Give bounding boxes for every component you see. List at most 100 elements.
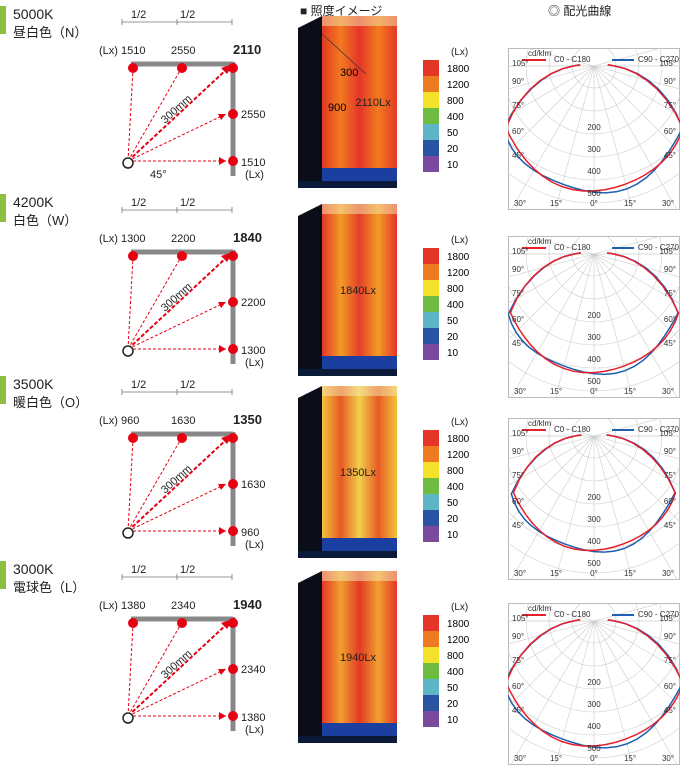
measure-point [228, 711, 238, 721]
polar-angle-left: 105° [512, 429, 529, 438]
illuminance-heatmap: 1940Lx [298, 571, 397, 743]
polar-unit-label: cd/klm [528, 237, 551, 246]
polar-angle-left: 90° [512, 265, 524, 274]
lamp-row: 3000K 電球色（L） 1/2 1/2 (Lx) 1380 2340 1940 [0, 561, 692, 765]
polar-angle-right: 105° [659, 59, 676, 68]
lamp-row: 3500K 暖白色（O） 1/2 1/2 (Lx) 960 1630 1350 [0, 376, 692, 580]
scale-swatch [423, 92, 439, 108]
polar-angle-left: 60° [512, 497, 524, 506]
scale-value: 20 [447, 514, 459, 525]
measure-point [128, 63, 138, 73]
illuminance-diagram: 1/2 1/2 (Lx) 1380 2340 1940 [99, 564, 265, 736]
scale-value: 800 [447, 96, 464, 107]
polar-angle-right: 60° [664, 315, 676, 324]
polar-angle-bottom: 30° [662, 569, 674, 578]
color-scale: (Lx) 1800 1200 800 400 50 20 10 [423, 47, 470, 172]
polar-curve [512, 434, 677, 552]
polar-unit-label: cd/klm [528, 419, 551, 428]
polar-ring-label: 500 [587, 189, 601, 198]
value-top-mid: 2550 [171, 45, 195, 57]
polar-angle-right: 60° [664, 127, 676, 136]
polar-angle-right: 90° [664, 265, 676, 274]
light-distribution-header: ◎ 配光曲線 [548, 4, 612, 18]
light-rays [127, 68, 227, 162]
polar-angle-right: 45° [664, 151, 676, 160]
polar-angle-right: 75° [664, 289, 676, 298]
heatmap-body [322, 571, 397, 736]
color-tag [0, 194, 6, 222]
polar-ring-label: 500 [587, 377, 601, 386]
polar-ring-label: 200 [587, 493, 601, 502]
scale-value: 50 [447, 316, 459, 327]
polar-unit-label: cd/klm [528, 49, 551, 58]
value-top-mid: 2200 [171, 233, 195, 245]
polar-angle-right: 90° [664, 77, 676, 86]
scale-swatch [423, 462, 439, 478]
value-top-right: 1840 [233, 230, 262, 245]
polar-angle-right: 45° [664, 706, 676, 715]
value-right-bottom: 1300 [241, 345, 265, 357]
polar-angle-right: 75° [664, 471, 676, 480]
polar-angle-bottom: 30° [662, 199, 674, 208]
polar-angle-bottom: 30° [514, 387, 526, 396]
light-rays [127, 256, 227, 350]
measure-point [228, 433, 238, 443]
scale-value: 400 [447, 300, 464, 311]
polar-ring-label: 500 [587, 744, 601, 753]
value-top-left: 1300 [121, 233, 145, 245]
light-rays [127, 623, 227, 717]
scale-swatch [423, 296, 439, 312]
half-label-right: 1/2 [180, 9, 195, 21]
half-label-right: 1/2 [180, 379, 195, 391]
heatmap-body [322, 16, 397, 181]
value-right-bottom: 1380 [241, 712, 265, 724]
polar-angle-bottom: 0° [590, 387, 598, 396]
scale-value: 1800 [447, 252, 470, 263]
scale-value: 1200 [447, 450, 470, 461]
measure-point [228, 251, 238, 261]
polar-ring-label: 400 [587, 537, 601, 546]
illuminance-diagram: 1/2 1/2 (Lx) 960 1630 1350 [99, 379, 265, 551]
scale-value: 1200 [447, 268, 470, 279]
measure-point [177, 63, 187, 73]
polar-angle-left: 60° [512, 315, 524, 324]
scale-swatch [423, 711, 439, 727]
scale-value: 20 [447, 699, 459, 710]
unit-top-left: (Lx) [99, 600, 118, 612]
scale-value: 400 [447, 112, 464, 123]
scale-value: 800 [447, 284, 464, 295]
polar-angle-bottom: 0° [590, 754, 598, 763]
polar-angle-left: 75° [512, 289, 524, 298]
polar-angle-right: 60° [664, 497, 676, 506]
scale-swatch [423, 478, 439, 494]
polar-angle-right: 45° [664, 521, 676, 530]
polar-angle-right: 60° [664, 682, 676, 691]
scale-swatch [423, 108, 439, 124]
scale-swatch [423, 679, 439, 695]
polar-angle-bottom: 30° [514, 199, 526, 208]
polar-angle-right: 45° [664, 339, 676, 348]
value-right-mid: 2340 [241, 664, 265, 676]
polar-angle-bottom: 30° [514, 754, 526, 763]
scale-value: 800 [447, 466, 464, 477]
polar-angle-right: 90° [664, 447, 676, 456]
scale-swatch [423, 312, 439, 328]
unit-bottom-right: (Lx) [245, 539, 264, 551]
lamp-row: 4200K 白色（W） 1/2 1/2 (Lx) 1300 2200 1840 [0, 194, 692, 398]
polar-angle-bottom: 0° [590, 199, 598, 208]
scale-unit: (Lx) [451, 47, 468, 58]
half-label-left: 1/2 [131, 564, 146, 576]
polar-angle-bottom: 15° [550, 387, 562, 396]
light-source [122, 527, 134, 539]
value-right-mid: 2550 [241, 109, 265, 121]
half-label-left: 1/2 [131, 9, 146, 21]
scale-value: 10 [447, 160, 459, 171]
scale-swatch [423, 76, 439, 92]
polar-angle-left: 75° [512, 101, 524, 110]
polar-angle-bottom: 30° [662, 754, 674, 763]
polar-angle-right: 105° [659, 429, 676, 438]
unit-bottom-right: (Lx) [245, 724, 264, 736]
scale-unit: (Lx) [451, 235, 468, 246]
half-label-right: 1/2 [180, 564, 195, 576]
